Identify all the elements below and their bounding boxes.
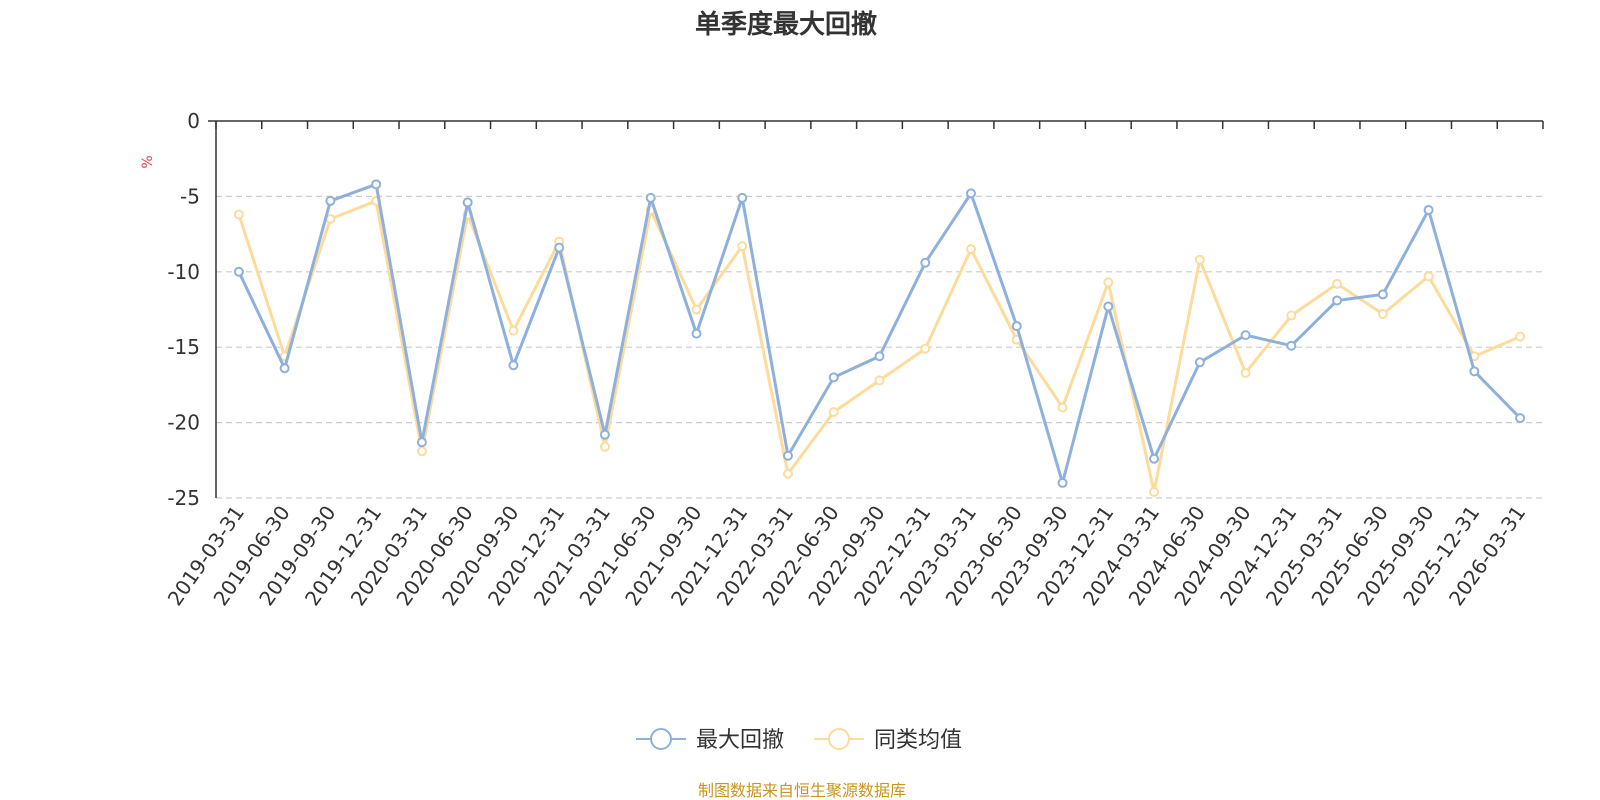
series-0 (233, 179, 1526, 488)
legend-marker-max-drawdown (650, 728, 672, 750)
data-point (279, 363, 290, 374)
grid-lines (216, 195, 1543, 499)
data-point (1103, 277, 1114, 288)
series-1 (233, 195, 1526, 497)
legend-label-peer-average: 同类均值 (874, 728, 962, 753)
data-point (691, 328, 702, 339)
data-point (508, 360, 519, 371)
data-point (1423, 204, 1434, 215)
legend-item-peer-average[interactable]: 同类均值 (814, 728, 962, 753)
data-point (1469, 366, 1480, 377)
chart-title: 单季度最大回撤 (695, 9, 877, 40)
x-tick-labels: 2019-03-312019-06-302019-09-302019-12-31… (163, 501, 1531, 610)
axes (208, 120, 1544, 498)
data-point (508, 325, 519, 336)
legend: 最大回撤 同类均值 (636, 728, 962, 753)
data-point (1515, 413, 1526, 424)
data-point (1377, 309, 1388, 320)
y-tick-label: -25 (167, 486, 200, 510)
data-point (1515, 331, 1526, 342)
data-point (782, 468, 793, 479)
data-point (233, 209, 244, 220)
y-tick-label: 0 (187, 109, 200, 133)
data-point (1011, 321, 1022, 332)
data-point (737, 241, 748, 252)
series-line (237, 199, 1522, 494)
data-point (920, 343, 931, 354)
y-tick-label: -20 (167, 411, 200, 435)
data-point (874, 375, 885, 386)
data-point (691, 304, 702, 315)
data-point (1423, 271, 1434, 282)
y-tick-label: -5 (180, 184, 200, 208)
legend-label-max-drawdown: 最大回撤 (696, 728, 784, 753)
data-point (1057, 402, 1068, 413)
data-point (1332, 295, 1343, 306)
data-point (416, 446, 427, 457)
y-tick-label: -10 (167, 260, 200, 284)
data-point (416, 437, 427, 448)
data-point (1286, 310, 1297, 321)
data-point (462, 197, 473, 208)
data-point (874, 351, 885, 362)
data-point (1149, 486, 1160, 497)
data-point (966, 188, 977, 199)
series-lines (233, 179, 1526, 497)
data-point (1286, 340, 1297, 351)
data-point (1332, 278, 1343, 289)
data-point (1240, 330, 1251, 341)
data-point (828, 407, 839, 418)
data-point (737, 192, 748, 203)
data-point (1240, 367, 1251, 378)
data-point (1377, 289, 1388, 300)
data-point (1194, 254, 1205, 265)
data-point (371, 179, 382, 190)
data-point (645, 192, 656, 203)
data-point (1103, 301, 1114, 312)
y-tick-label: -15 (167, 335, 200, 359)
data-point (233, 266, 244, 277)
series-line (237, 182, 1522, 485)
data-point (554, 242, 565, 253)
data-point (920, 257, 931, 268)
legend-marker-peer-average (828, 728, 850, 750)
y-tick-labels: 0 -5 -10 -15 -20 -25 (167, 109, 200, 510)
data-point (782, 450, 793, 461)
data-point (966, 244, 977, 255)
data-point (1057, 477, 1068, 488)
data-point (599, 429, 610, 440)
data-point (599, 441, 610, 452)
source-note: 制图数据来自恒生聚源数据库 (698, 781, 906, 800)
data-point (325, 195, 336, 206)
y-axis-unit: % (140, 155, 156, 168)
legend-item-max-drawdown[interactable]: 最大回撤 (636, 728, 784, 753)
data-point (1194, 357, 1205, 368)
data-point (1149, 453, 1160, 464)
data-point (828, 372, 839, 383)
